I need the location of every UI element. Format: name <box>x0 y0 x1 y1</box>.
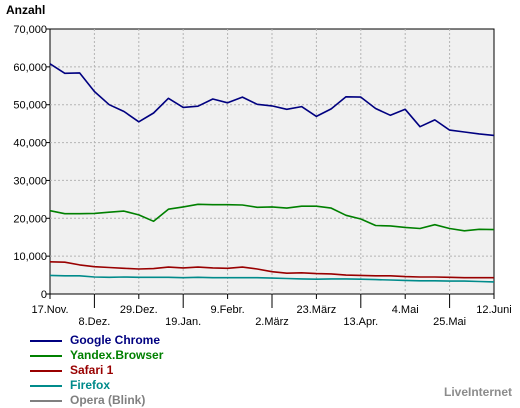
series-lines <box>49 63 495 283</box>
legend-label: Safari 1 <box>70 363 114 377</box>
legend-swatch <box>30 340 62 342</box>
legend-label: Opera (Blink) <box>70 393 146 407</box>
legend-label: Yandex.Browser <box>70 348 164 362</box>
legend-swatch <box>30 370 62 372</box>
series-line-safari-1 <box>49 261 494 279</box>
legend-label: Google Chrome <box>70 333 161 347</box>
x-tick-label: 12.Juni <box>476 304 511 316</box>
y-tick-label: 10,000 <box>13 251 47 263</box>
y-tick-label: 30,000 <box>13 175 47 187</box>
y-tick-label: 50,000 <box>13 100 47 112</box>
y-tick-label: 20,000 <box>13 213 47 225</box>
y-axis-label: Anzahl <box>6 3 45 17</box>
y-tick-label: 60,000 <box>13 62 47 74</box>
legend-swatch <box>30 400 62 402</box>
x-tick-label: 9.Febr. <box>210 304 244 316</box>
y-tick-label: 40,000 <box>13 138 47 150</box>
x-axis-ticks: 17.Nov. 8.Dez. 29.Dez. 19.Jan. 9.Febr. 2.März… <box>31 294 512 328</box>
series-line-firefox <box>49 274 495 283</box>
y-tick-label: 70,000 <box>13 24 47 36</box>
x-tick-label: 13.Apr. <box>343 316 378 328</box>
x-tick-label: 25.Mai <box>433 316 466 328</box>
legend-swatch <box>30 355 62 357</box>
series-line-yandex-browser <box>49 203 495 232</box>
legend-label: Firefox <box>70 378 111 392</box>
gridlines <box>50 29 494 294</box>
x-tick-label: 4.Mai <box>392 304 419 316</box>
x-tick-label: 8.Dez. <box>79 316 111 328</box>
watermark-liveinternet: LiveInternet <box>443 385 512 399</box>
x-tick-label: 29.Dez. <box>120 304 158 316</box>
series-line-google-chrome <box>49 63 495 137</box>
x-tick-label: 19.Jan. <box>165 316 201 328</box>
y-axis-ticks: 0 10,000 20,000 30,000 40,000 50,000 60,000 70,… <box>13 24 50 301</box>
y-tick-label: 0 <box>41 289 47 301</box>
x-tick-label: 2.März <box>255 316 289 328</box>
x-tick-label: 17.Nov. <box>31 304 68 316</box>
legend-swatch <box>30 385 62 387</box>
x-tick-label: 23.März <box>297 304 337 316</box>
